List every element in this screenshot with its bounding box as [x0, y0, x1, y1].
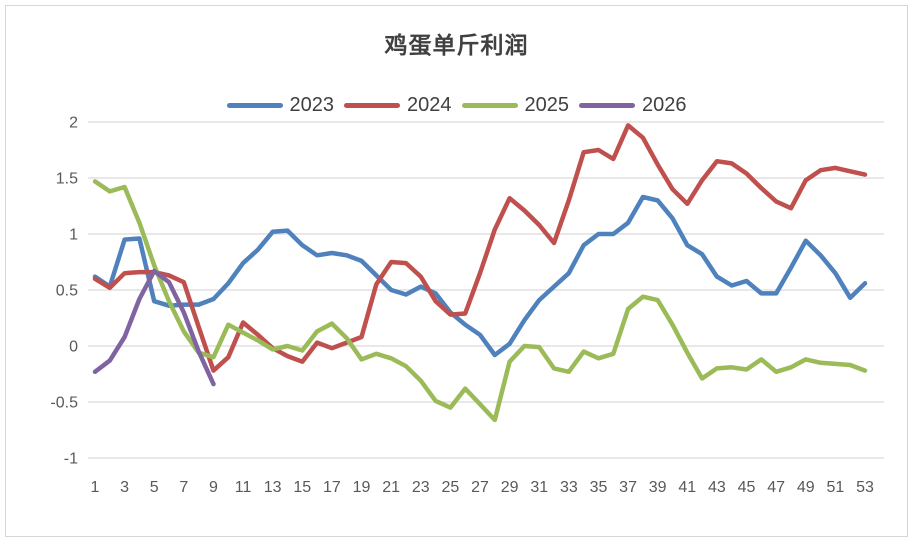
x-tick-label: 27 — [471, 479, 489, 496]
x-tick-label: 21 — [382, 479, 400, 496]
x-tick-label: 23 — [412, 479, 430, 496]
x-tick-label: 9 — [209, 479, 218, 496]
x-tick-label: 3 — [120, 479, 129, 496]
legend-line-swatch-2023 — [226, 102, 283, 108]
series-line-2023 — [92, 194, 868, 358]
x-tick-label: 33 — [560, 479, 578, 496]
legend-item-2023: 2023 — [226, 94, 335, 116]
legend-line-swatch-2024 — [344, 102, 400, 108]
x-tick-label: 19 — [353, 479, 371, 496]
gridlines — [88, 121, 884, 459]
x-tick-label: 39 — [649, 479, 667, 496]
series-line-2024 — [92, 123, 868, 373]
x-tick-label: 53 — [856, 479, 874, 496]
series-line-2025 — [92, 179, 868, 423]
x-tick-label: 7 — [179, 479, 188, 496]
x-tick-label: 37 — [619, 479, 637, 496]
x-tick-label: 13 — [264, 479, 282, 496]
y-tick-label: 2 — [69, 115, 78, 132]
x-tick-label: 49 — [797, 479, 815, 496]
x-tick-label: 1 — [91, 479, 100, 496]
x-tick-label: 5 — [150, 479, 159, 496]
x-tick-label: 25 — [441, 479, 459, 496]
x-tick-label: 47 — [767, 479, 785, 496]
legend-label: 2023 — [289, 94, 335, 116]
legend-label: 2025 — [524, 94, 570, 116]
chart-title: 鸡蛋单斤利润 — [384, 33, 529, 58]
legend-label: 2024 — [407, 94, 452, 116]
legend-item-2025: 2025 — [461, 94, 570, 116]
legend-item-2024: 2024 — [344, 95, 452, 115]
x-tick-label: 43 — [708, 479, 726, 496]
x-tick-label: 45 — [738, 479, 756, 496]
legend-line-swatch-2026 — [579, 102, 635, 108]
legend-item-2026: 2026 — [579, 95, 687, 115]
x-tick-label: 11 — [235, 479, 252, 496]
x-tick-label: 41 — [678, 479, 696, 496]
x-tick-label: 31 — [530, 479, 548, 496]
x-axis-labels: 1 3 5 7 9 11 13 15 17 19 21 23 25 27 29 31 33 35 37 39 41 43 4… — [91, 479, 874, 496]
x-tick-label: 35 — [590, 479, 608, 496]
x-tick-label: 29 — [501, 479, 519, 496]
y-tick-label: 1.5 — [56, 171, 78, 188]
x-tick-label: 17 — [323, 479, 341, 496]
legend-label: 2026 — [642, 94, 687, 116]
x-tick-label: 15 — [293, 479, 311, 496]
y-tick-label: 0 — [69, 339, 78, 356]
chart-legend: 2023 2024 2025 2026 — [0, 95, 913, 115]
y-tick-label: 0.5 — [56, 283, 78, 300]
legend-line-swatch-2025 — [461, 102, 518, 108]
y-tick-label: -0.5 — [50, 395, 78, 412]
series-line-2026 — [92, 268, 216, 387]
y-tick-label: 1 — [69, 227, 78, 244]
y-tick-label: -1 — [64, 451, 78, 468]
x-tick-label: 51 — [826, 479, 844, 496]
y-axis-labels: 2 1.5 1 0.5 0 -0.5 -1 — [50, 115, 78, 468]
